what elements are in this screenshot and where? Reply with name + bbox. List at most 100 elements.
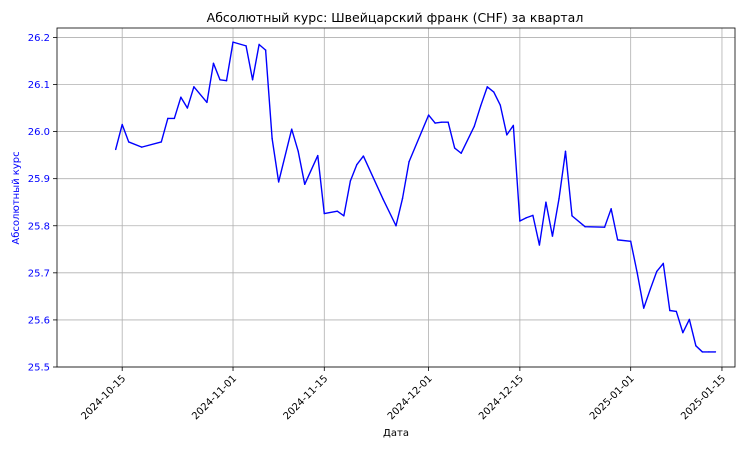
data-point (708, 351, 710, 353)
data-point (460, 152, 462, 154)
data-point (688, 318, 691, 321)
data-point (545, 201, 547, 203)
data-point (506, 134, 508, 136)
x-tick-label: 2024-11-01 (190, 373, 239, 422)
data-point (525, 217, 528, 219)
data-point (271, 137, 273, 140)
data-point (434, 122, 436, 124)
data-point (258, 43, 260, 46)
data-point (408, 161, 410, 163)
data-point (558, 198, 560, 200)
data-point (212, 62, 215, 65)
data-point (336, 210, 339, 212)
data-point (538, 244, 541, 246)
data-point (206, 101, 208, 104)
data-point (141, 146, 143, 148)
data-point (290, 128, 293, 130)
data-point (616, 239, 619, 241)
data-point (682, 331, 684, 334)
data-point (493, 91, 495, 93)
chart-title: Абсолютный курс: Швейцарский франк (CHF)… (207, 10, 584, 25)
x-tick-label: 2024-12-01 (386, 373, 435, 422)
data-point (427, 114, 430, 116)
grid (57, 28, 735, 368)
data-point (245, 45, 247, 47)
y-tick-label: 25.7 (28, 268, 50, 279)
data-point (675, 310, 678, 313)
y-axis-label: Абсолютный курс (11, 151, 22, 244)
data-point (114, 148, 117, 151)
x-axis-label: Дата (383, 428, 409, 439)
data-point (382, 198, 384, 200)
data-point (636, 272, 638, 274)
data-point (121, 123, 123, 126)
data-point (395, 225, 397, 227)
y-tick-label: 25.6 (28, 315, 50, 326)
series-layer (114, 41, 717, 353)
data-point (662, 262, 664, 265)
data-point (193, 86, 195, 88)
data-point (714, 351, 717, 353)
y-tick-label: 26.0 (28, 127, 50, 138)
data-point (225, 80, 228, 82)
y-tick-label: 25.5 (28, 363, 50, 374)
data-point (264, 49, 267, 51)
y-tick-label: 25.9 (28, 174, 50, 185)
data-point (349, 180, 352, 182)
data-point (251, 79, 254, 81)
series-line (114, 41, 716, 353)
data-point (173, 117, 176, 120)
data-point (362, 155, 365, 157)
y-tick-label: 26.2 (28, 33, 50, 44)
data-point (297, 150, 299, 153)
y-axis: 25.5 25.6 25.7 25.8 25.9 26.0 26.1 26.2 (28, 33, 57, 374)
data-point (401, 197, 404, 200)
data-point (656, 270, 658, 273)
data-point (323, 212, 325, 215)
data-point (610, 208, 612, 210)
data-point (701, 351, 704, 353)
x-tick-label: 2025-01-15 (679, 373, 728, 422)
data-point (167, 117, 169, 120)
data-point (584, 225, 586, 228)
data-point (219, 79, 221, 81)
data-point (512, 124, 515, 127)
data-point (304, 183, 306, 186)
data-point (473, 125, 475, 128)
data-point (160, 141, 163, 143)
data-point (343, 215, 345, 217)
data-point (440, 121, 443, 123)
data-point (551, 235, 554, 237)
x-axis: 2024-10-15 2024-11-01 2024-11-15 2024-12-01… (79, 367, 728, 422)
x-tick-label: 2025-01-01 (588, 373, 637, 422)
data-point (180, 96, 182, 98)
data-point (603, 226, 606, 228)
data-point (486, 86, 488, 88)
x-tick-label: 2024-11-15 (282, 373, 331, 422)
data-point (519, 220, 521, 222)
data-point (532, 214, 534, 217)
y-tick-label: 26.1 (28, 80, 50, 91)
data-point (186, 107, 189, 109)
data-point (695, 345, 697, 347)
plot-frame (56, 27, 736, 368)
y-tick-label: 25.8 (28, 221, 50, 232)
data-point (643, 307, 645, 309)
data-point (356, 163, 358, 166)
x-tick-label: 2024-12-15 (477, 373, 526, 422)
data-point (277, 181, 280, 183)
data-point (232, 41, 234, 43)
data-point (317, 154, 319, 157)
data-point (564, 150, 567, 153)
data-point (629, 240, 632, 242)
data-point (453, 147, 456, 149)
x-tick-label: 2024-10-15 (79, 373, 128, 422)
data-point (649, 288, 651, 291)
data-point (447, 121, 449, 123)
data-point (669, 309, 671, 312)
data-point (480, 104, 482, 107)
data-point (499, 104, 502, 106)
data-point (128, 141, 130, 143)
data-point (571, 215, 573, 217)
